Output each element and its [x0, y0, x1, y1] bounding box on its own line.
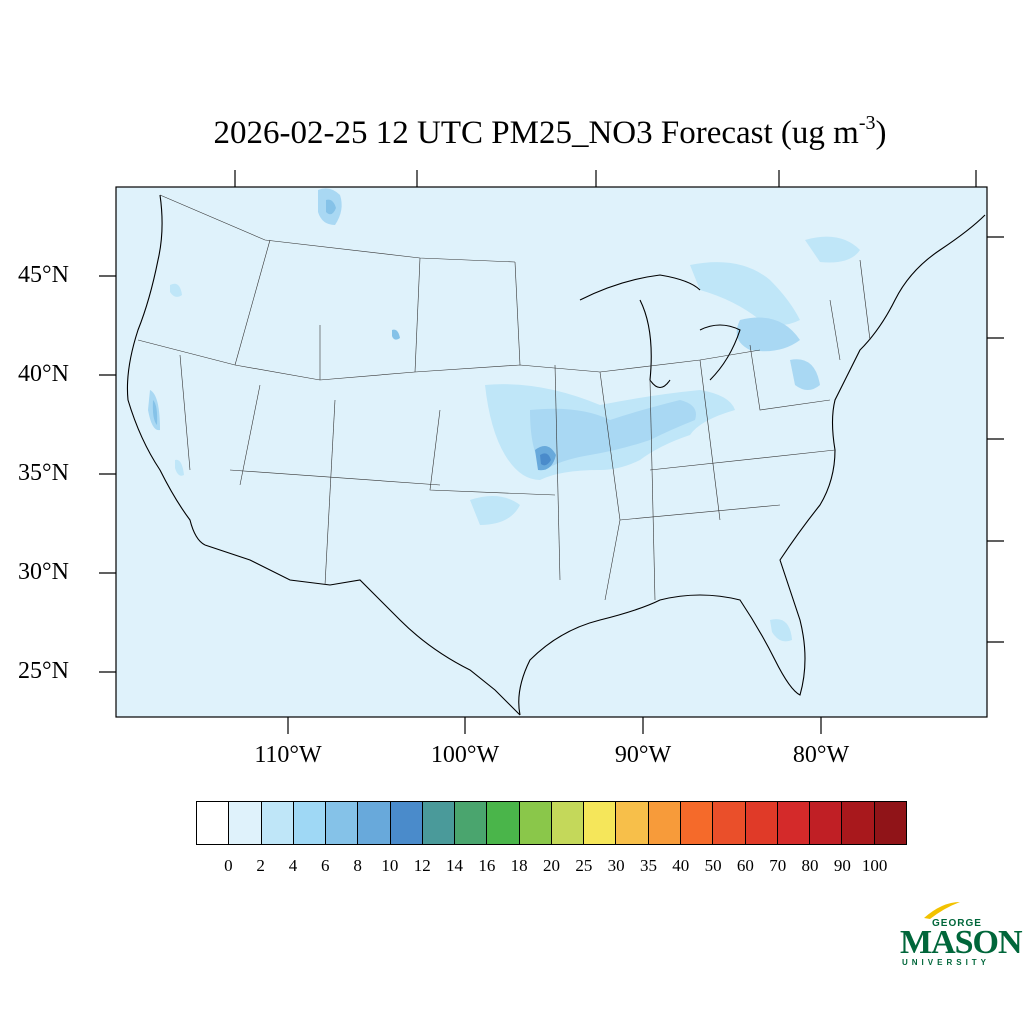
logo-mason: MASON	[900, 924, 1023, 961]
lat-label-25: 25°N	[18, 658, 69, 684]
colorbar-swatch	[810, 802, 843, 844]
gmu-logo: GEORGE MASON UNIVERSITY	[900, 898, 1023, 968]
colorbar-swatch	[584, 802, 617, 844]
colorbar-swatch	[713, 802, 746, 844]
colorbar-label: 8	[353, 856, 362, 875]
lat-label-30: 30°N	[18, 559, 69, 585]
concentration-patches	[148, 188, 860, 642]
colorbar-label: 60	[736, 856, 754, 875]
colorbar-swatch	[390, 802, 423, 844]
colorbar-label: 18	[510, 856, 528, 875]
logo-george: GEORGE	[932, 918, 982, 929]
colorbar-swatch	[293, 802, 327, 844]
colorbar-label: 16	[478, 856, 496, 875]
colorbar-swatch	[229, 802, 262, 844]
colorbar	[196, 801, 907, 845]
state-borders	[137, 194, 871, 601]
colorbar-swatch	[455, 802, 488, 844]
colorbar-swatch	[551, 802, 585, 844]
tick-marks	[99, 170, 1004, 734]
lat-label-40: 40°N	[18, 361, 69, 387]
colorbar-label: 6	[321, 856, 330, 875]
colorbar-label: 70	[769, 856, 787, 875]
colorbar-label: 12	[413, 856, 431, 875]
colorbar-label: 100	[861, 856, 888, 875]
colorbar-label: 25	[575, 856, 593, 875]
colorbar-swatch	[648, 802, 681, 844]
colorbar-swatch	[326, 802, 359, 844]
colorbar-swatch	[777, 802, 811, 844]
colorbar-swatch	[616, 802, 649, 844]
colorbar-swatch	[358, 802, 391, 844]
colorbar-label: 50	[704, 856, 722, 875]
colorbar-label: 0	[224, 856, 233, 875]
colorbar-swatch	[519, 802, 552, 844]
colorbar-label: 10	[381, 856, 399, 875]
swoosh-icon	[924, 902, 960, 919]
colorbar-label: 4	[288, 856, 298, 875]
logo-university: UNIVERSITY	[902, 958, 991, 967]
colorbar-swatch	[261, 802, 294, 844]
colorbar-label: 40	[672, 856, 690, 875]
lon-label-100: 100°W	[430, 742, 500, 768]
lon-label-110: 110°W	[254, 742, 322, 768]
colorbar-swatch	[422, 802, 456, 844]
colorbar-label: 90	[833, 856, 851, 875]
colorbar-swatch	[874, 802, 906, 844]
coastlines	[126, 194, 986, 716]
lat-label-35: 35°N	[18, 460, 69, 486]
colorbar-label: 35	[639, 856, 657, 875]
map-title: 2026-02-25 12 UTC PM25_NO3 Forecast (ug …	[213, 112, 887, 151]
colorbar-swatch	[745, 802, 778, 844]
colorbar-label: 14	[446, 856, 464, 875]
colorbar-label: 2	[256, 856, 265, 875]
lon-label-90: 90°W	[614, 742, 672, 768]
colorbar-label: 20	[543, 856, 560, 875]
colorbar-label: 80	[801, 856, 819, 875]
lat-label-45: 45°N	[18, 262, 69, 288]
colorbar-swatch	[842, 802, 875, 844]
colorbar-swatch	[487, 802, 520, 844]
colorbar-label: 30	[607, 856, 625, 875]
map-frame	[115, 186, 988, 718]
colorbar-swatch	[197, 802, 230, 844]
lon-label-80: 80°W	[792, 742, 850, 768]
colorbar-swatch	[680, 802, 714, 844]
